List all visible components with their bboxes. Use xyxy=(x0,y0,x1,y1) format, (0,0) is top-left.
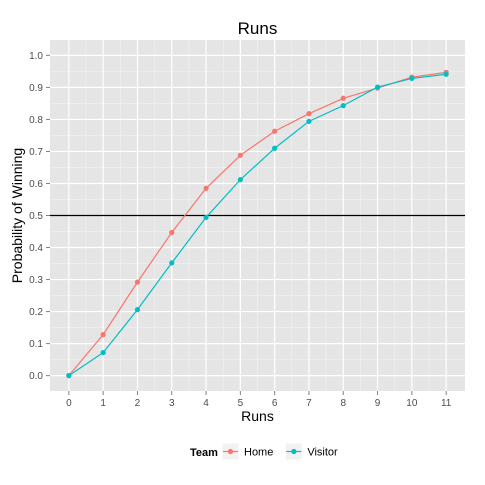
data-point-visitor xyxy=(306,118,312,124)
x-tick-label: 9 xyxy=(375,398,381,409)
data-point-home xyxy=(134,279,141,285)
x-tick-label: 8 xyxy=(340,398,346,409)
data-point-visitor xyxy=(134,307,141,313)
legend-label-home: Home xyxy=(244,447,273,459)
data-point-visitor xyxy=(443,71,449,77)
data-point-visitor xyxy=(237,177,243,183)
chart-title: Runs xyxy=(238,19,278,38)
x-tick-label: 2 xyxy=(135,398,141,409)
x-tick-label: 5 xyxy=(238,398,244,409)
x-tick-label: 10 xyxy=(406,398,418,409)
data-point-home xyxy=(340,95,346,101)
legend-label-visitor: Visitor xyxy=(307,447,338,459)
legend-key-point-visitor xyxy=(291,448,297,455)
y-tick-label: 0.2 xyxy=(29,307,43,318)
data-point-home xyxy=(203,185,209,191)
data-point-home xyxy=(100,332,106,338)
legend: Team Home Visitor xyxy=(190,442,338,461)
data-point-visitor xyxy=(272,145,278,151)
x-tick-label: 0 xyxy=(66,398,72,409)
x-tick-label: 7 xyxy=(306,398,312,409)
x-axis-ticks: 0 1 2 3 4 5 6 7 8 9 10 11 xyxy=(66,391,452,409)
y-axis-label: Probability of Winning xyxy=(9,148,25,283)
y-tick-label: 0.1 xyxy=(29,339,43,350)
y-tick-label: 0.4 xyxy=(29,243,43,254)
y-tick-label: 0.3 xyxy=(29,275,43,286)
y-tick-label: 0.6 xyxy=(29,179,43,190)
x-tick-label: 4 xyxy=(203,398,209,409)
grid-major xyxy=(50,40,465,391)
series-line-visitor xyxy=(68,73,447,377)
data-point-home xyxy=(306,111,312,117)
legend-key-point-home xyxy=(227,448,234,455)
data-point-visitor xyxy=(66,373,72,379)
data-point-visitor xyxy=(374,84,381,90)
data-point-visitor xyxy=(169,260,175,266)
y-tick-label: 1.0 xyxy=(29,51,43,62)
data-point-visitor xyxy=(340,103,346,109)
y-tick-label: 0.0 xyxy=(29,371,43,382)
y-tick-label: 0.8 xyxy=(29,115,43,126)
y-tick-label: 0.5 xyxy=(29,211,43,222)
data-point-visitor xyxy=(203,214,209,221)
legend-title: Team xyxy=(190,447,218,459)
legend-items: Home Visitor xyxy=(221,442,338,461)
data-point-home xyxy=(169,229,175,236)
y-tick-label: 0.9 xyxy=(29,83,43,94)
x-tick-label: 1 xyxy=(100,398,106,409)
x-tick-label: 6 xyxy=(272,398,278,409)
data-point-visitor xyxy=(409,75,415,82)
x-tick-label: 11 xyxy=(441,398,452,409)
y-axis-ticks: 0.0 0.1 0.2 0.3 0.4 0.5 0.6 0.7 0.8 0.9 1.0 xyxy=(29,51,50,382)
data-point-visitor xyxy=(100,349,106,356)
data-point-home xyxy=(237,152,243,158)
y-tick-label: 0.7 xyxy=(29,147,43,158)
x-axis-label: Runs xyxy=(241,408,274,424)
x-tick-label: 3 xyxy=(169,398,175,409)
data-point-home xyxy=(272,128,278,134)
series-layer xyxy=(66,69,449,379)
